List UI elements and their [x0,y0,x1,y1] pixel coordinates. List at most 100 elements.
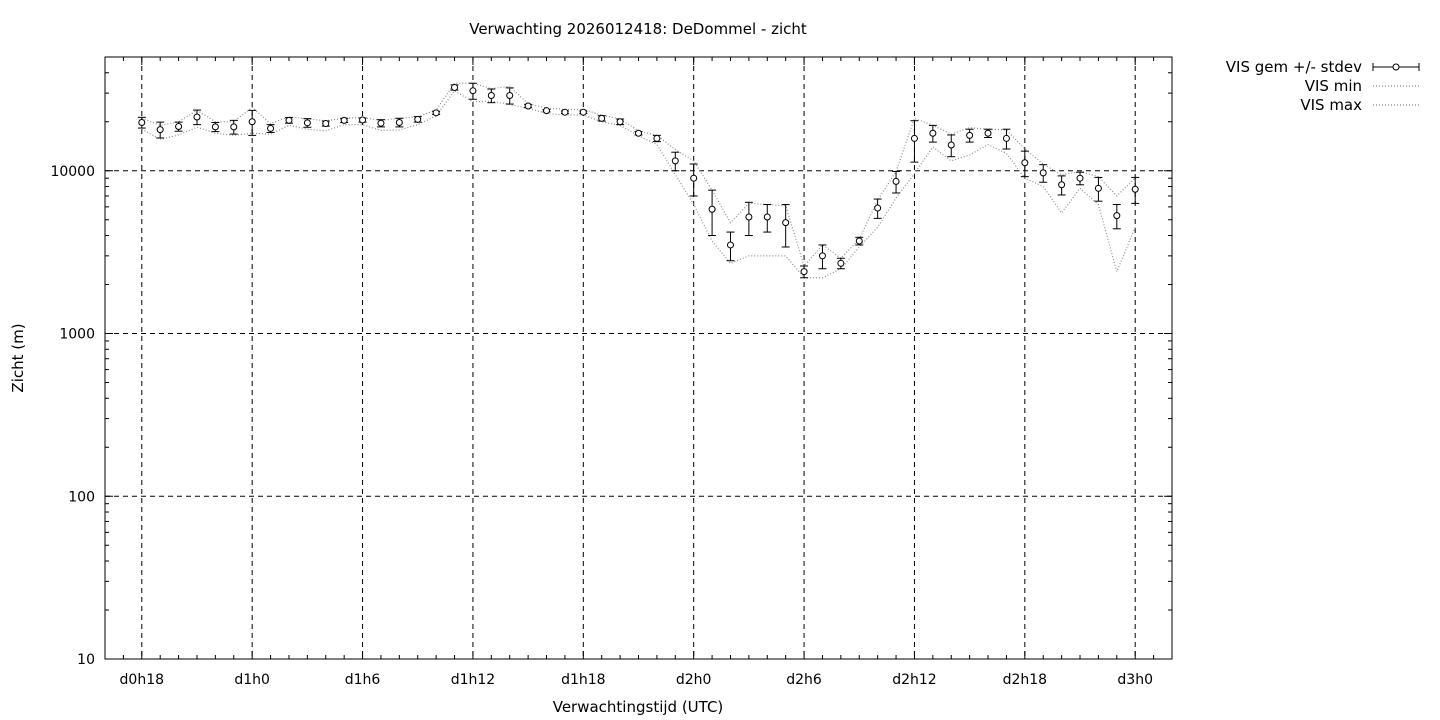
mean-marker [984,129,992,137]
mean-marker [910,134,918,142]
mean-marker [800,268,808,276]
tick-labels: d0h18 d1h0 d1h6 d1h12 d1h18 d2h0 d2h6 d2h12 d2h1… [50,164,1153,688]
y-tick-label: 1000 [59,327,95,343]
errorbar-point [524,102,533,110]
x-tick-label: d1h18 [561,672,605,688]
mean-marker [745,213,753,221]
mean-marker [322,120,330,128]
mean-marker [598,114,606,122]
x-tick-label: d2h12 [892,672,936,688]
errorbar-series [137,82,1140,279]
errorbar-point [211,121,220,133]
x-tick-label: d2h6 [786,672,822,688]
errorbar-point [413,115,422,123]
errorbar-point [560,108,569,116]
errorbar-point [579,108,588,116]
mean-marker [818,252,826,260]
errorbar-point [1057,175,1066,196]
errorbar-point [873,198,882,219]
mean-marker [929,129,937,137]
errorbar-point [266,124,275,133]
y-tick-label: 10000 [50,164,95,180]
mean-marker [377,119,385,127]
errorbar-point [468,82,477,100]
errorbar-point [1094,176,1103,202]
errorbar-point [781,204,790,248]
mean-marker [966,131,974,139]
mean-marker [175,123,183,131]
errorbar-point [947,134,956,158]
mean-marker [635,129,642,137]
mean-marker [763,213,771,221]
mean-marker [671,157,679,165]
errorbar-point [192,109,201,126]
x-tick-label: d1h0 [234,672,270,688]
series-vis-max-line [141,82,1136,268]
errorbar-point [928,124,937,143]
errorbar-point [376,119,385,128]
errorbar-point [597,114,606,122]
mean-marker [1021,159,1029,167]
errorbar-point [965,128,974,143]
y-tick-label: 100 [68,489,95,505]
mean-marker [1076,174,1084,182]
mean-marker [487,92,495,100]
errorbar-point [450,83,459,91]
mean-marker [340,116,348,124]
mean-marker [211,123,219,131]
errorbar-point [1076,171,1085,186]
mean-marker [1002,134,1010,142]
errorbar-point [708,189,717,237]
mean-marker [837,259,845,267]
mean-marker [1094,184,1102,192]
mean-marker [432,109,440,117]
axis-ticks [104,56,1173,660]
grid-lines [105,57,1172,659]
errorbar-point [634,129,643,137]
errorbar-point [174,121,183,132]
mean-marker [156,126,164,134]
errorbar-point [248,109,257,136]
x-tick-label: d1h12 [451,672,495,688]
x-tick-label: d2h18 [1003,672,1047,688]
mean-marker [267,124,275,132]
errorbar-point [984,128,993,139]
mean-marker [1058,181,1066,189]
legend-label: VIS min [1305,77,1362,95]
errorbar-point [836,257,845,270]
mean-marker [561,108,569,116]
errorbar-point [1112,204,1121,230]
errorbar-point [156,121,165,139]
errorbar-point [892,170,901,194]
errorbar-point [542,107,551,115]
legend-label: VIS max [1300,96,1362,114]
mean-marker [543,107,551,115]
mean-marker [193,113,201,121]
mean-marker [414,115,422,123]
errorbar-point [652,134,661,143]
errorbar-point [855,236,864,246]
errorbar-point [1020,150,1029,178]
y-tick-label: 10 [77,652,95,668]
mean-marker [690,174,698,182]
mean-marker [285,116,293,124]
errorbar-point [1039,164,1048,183]
errorbar-point [229,119,238,135]
mean-marker [1113,212,1121,220]
chart-title: Verwachting 2026012418: DeDommel - zicht [469,20,807,38]
mean-marker [138,118,146,126]
x-axis-label: Verwachtingstijd (UTC) [553,698,724,716]
errorbar-point [616,118,625,126]
mean-marker [1039,169,1047,177]
mean-marker [782,219,790,227]
x-tick-label: d3h0 [1117,672,1153,688]
mean-marker [303,119,311,127]
x-tick-label: d0h18 [120,672,164,688]
mean-marker [248,118,256,126]
x-tick-label: d2h0 [676,672,712,688]
errorbar-point [763,204,772,233]
errorbar-point [321,120,330,128]
errorbar-point [800,265,809,279]
mean-marker [653,134,661,142]
